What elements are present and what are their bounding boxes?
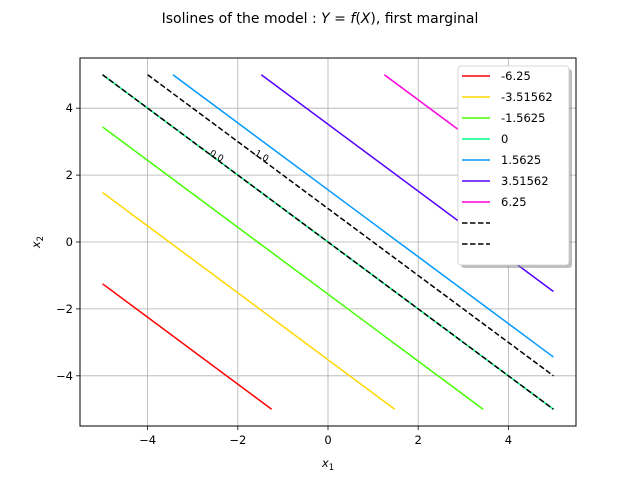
series-line--6.25 [102,283,273,410]
legend-label: 0 [501,132,508,146]
x-tick-label: 2 [415,433,422,447]
legend-label: 3.51562 [501,174,549,188]
legend: -6.25 -3.51562 -1.5625 0 1.5625 3.51562 6.25 [457,65,572,268]
x-axis: −4 −2 0 2 4 [139,426,512,447]
y-tick-label: −4 [56,369,73,383]
series-line--3.51562 [102,191,396,410]
y-tick-label: −2 [56,302,73,316]
legend-label: -1.5625 [501,111,545,125]
series-line-dashed-7 [102,74,554,410]
x-tick-label: 4 [505,433,512,447]
chart-title: Isolines of the model : Y = f(X), first … [162,11,479,27]
y-axis: −4 −2 0 2 4 [56,101,80,383]
y-axis-label: x2 [29,236,46,249]
x-tick-label: −2 [229,433,246,447]
x-axis-label: x1 [321,456,334,473]
y-tick-label: 2 [66,168,73,182]
series-line-dashed-8 [147,74,554,377]
y-tick-label: 4 [66,101,73,115]
series-line-1.5625 [172,74,554,358]
x-tick-label: −4 [139,433,156,447]
legend-label: -6.25 [501,69,531,83]
series-line--1.5625 [102,126,484,410]
legend-label: -3.51562 [501,90,553,104]
legend-label: 6.25 [501,195,527,209]
x-tick-label: 0 [324,433,331,447]
legend-box [457,65,570,266]
legend-label: 1.5625 [501,153,541,167]
y-tick-label: 0 [66,235,73,249]
